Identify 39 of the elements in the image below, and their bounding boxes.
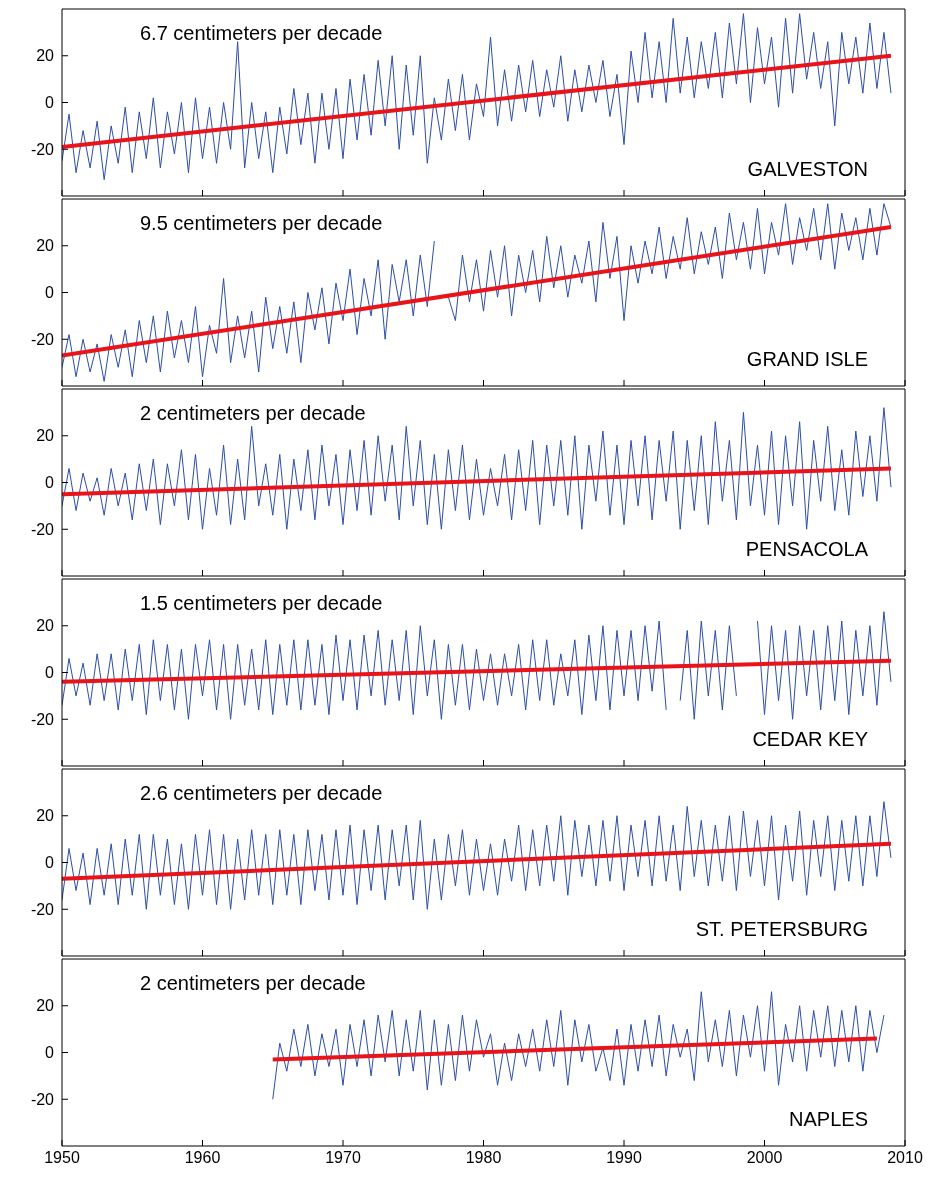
y-tick-label: 20	[36, 807, 55, 825]
annotation: ST. PETERSBURG	[695, 918, 868, 941]
annotation: GALVESTON	[747, 158, 868, 181]
y-tick-label: 20	[36, 997, 55, 1015]
y-tick-label: 0	[45, 284, 55, 302]
annotation: 6.7 centimeters per decade	[140, 22, 383, 45]
y-tick-label: -20	[30, 710, 55, 728]
y-tick-label: 0	[45, 854, 55, 872]
x-tick-label: 1960	[184, 1149, 221, 1167]
y-tick-label: 0	[45, 664, 55, 682]
y-tick-label: -20	[30, 140, 55, 158]
annotation: CEDAR KEY	[752, 728, 868, 751]
y-tick-label: -20	[30, 520, 55, 538]
x-tick-label: 1970	[325, 1149, 361, 1167]
annotation: NAPLES	[789, 1108, 868, 1131]
annotation: GRAND ISLE	[746, 348, 868, 371]
y-tick-label: 0	[45, 1044, 55, 1062]
annotation: 1.5 centimeters per decade	[140, 592, 383, 615]
annotation: 2 centimeters per decade	[140, 402, 366, 425]
y-tick-label: 20	[36, 427, 55, 445]
x-tick-label: 2010	[887, 1149, 923, 1167]
y-tick-label: -20	[30, 900, 55, 918]
x-tick-label: 1980	[465, 1149, 502, 1167]
x-tick-label: 2000	[746, 1149, 783, 1167]
line-series	[62, 407, 892, 530]
y-tick-label: 20	[36, 617, 55, 635]
y-tick-label: -20	[30, 1090, 55, 1108]
x-tick-label: 1990	[606, 1149, 642, 1167]
y-tick-label: 20	[36, 47, 55, 65]
x-tick-label: 1950	[44, 1149, 80, 1167]
y-tick-label: -20	[30, 330, 55, 348]
annotation: 9.5 centimeters per decade	[140, 212, 383, 235]
y-tick-label: 0	[45, 474, 55, 492]
annotation: 2 centimeters per decade	[140, 972, 366, 995]
line-series	[62, 13, 892, 181]
annotation: PENSACOLA	[745, 538, 868, 561]
y-tick-label: 20	[36, 237, 55, 255]
y-tick-label: 0	[45, 94, 55, 112]
annotation: 2.6 centimeters per decade	[140, 782, 383, 805]
